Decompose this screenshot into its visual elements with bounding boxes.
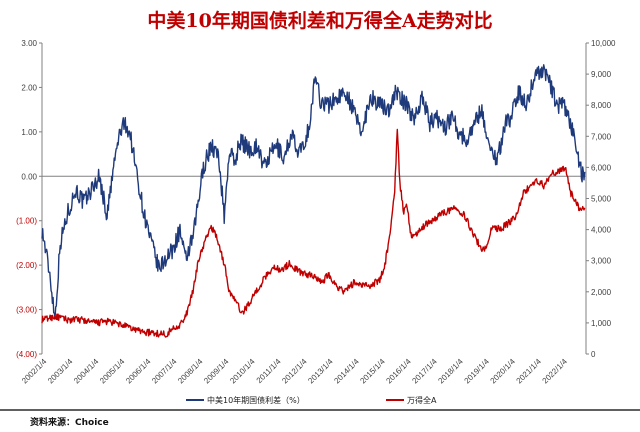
right-tick-label: 2,000 — [591, 288, 612, 297]
x-tick-label: 2009/1/4 — [202, 357, 231, 386]
x-tick-label: 2003/1/4 — [46, 357, 75, 386]
x-tick-label: 2007/1/4 — [150, 357, 179, 386]
right-tick-label: 10,000 — [591, 39, 616, 48]
x-tick-label: 2012/1/4 — [280, 357, 309, 386]
right-tick-label: 4,000 — [591, 226, 612, 235]
series-layer — [41, 64, 586, 338]
x-tick-label: 2017/1/4 — [410, 357, 439, 386]
right-tick-label: 5,000 — [591, 195, 612, 204]
x-tick-label: 2005/1/4 — [98, 357, 127, 386]
x-tick-label: 2004/1/4 — [72, 357, 101, 386]
left-tick-label: (2.00) — [16, 261, 37, 270]
x-tick-label: 2021/1/4 — [515, 357, 544, 386]
left-axis-ticks: 3.00 2.00 1.00 0.00 (1.00) (2.00) (3.00) (4.00) — [16, 39, 42, 359]
left-tick-label: 3.00 — [21, 39, 37, 48]
left-tick-label: 1.00 — [21, 128, 37, 137]
legend-label-spread: 中美10年期国债利差（%） — [207, 395, 305, 405]
source-note: 资料来源：Choice — [30, 416, 109, 428]
x-tick-label: 2018/1/4 — [436, 357, 465, 386]
x-tick-label: 2015/1/4 — [358, 357, 387, 386]
right-tick-label: 1,000 — [591, 319, 612, 328]
x-tick-label: 2006/1/4 — [124, 357, 153, 386]
x-tick-label: 2020/1/4 — [489, 357, 518, 386]
x-tick-label: 2019/1/4 — [463, 357, 492, 386]
right-axis-ticks: 10,000 9,000 8,000 7,000 6,000 5,000 4,000 3,00… — [586, 39, 616, 359]
right-tick-label: 6,000 — [591, 163, 612, 172]
right-tick-label: 0 — [591, 350, 596, 359]
x-tick-label: 2013/1/4 — [306, 357, 335, 386]
left-tick-label: (4.00) — [16, 350, 37, 359]
x-tick-label: 2011/1/4 — [255, 357, 283, 385]
x-axis-ticks: 2002/1/42003/1/42004/1/42005/1/42006/1/4… — [20, 357, 569, 386]
right-tick-label: 3,000 — [591, 257, 612, 266]
series-line-0 — [41, 64, 586, 320]
x-tick-label: 2014/1/4 — [332, 357, 361, 386]
left-tick-label: (3.00) — [16, 306, 37, 315]
left-tick-label: 0.00 — [21, 172, 37, 181]
x-tick-label: 2008/1/4 — [176, 357, 205, 386]
x-tick-label: 2016/1/4 — [384, 357, 413, 386]
x-tick-label: 2022/1/4 — [541, 357, 570, 386]
right-tick-label: 9,000 — [591, 70, 612, 79]
left-tick-label: 2.00 — [21, 83, 37, 92]
x-tick-label: 2010/1/4 — [228, 357, 257, 386]
x-tick-label: 2002/1/4 — [20, 357, 49, 386]
series-line-1 — [41, 128, 586, 338]
legend-label-wind: 万得全A — [407, 395, 437, 405]
right-tick-label: 7,000 — [591, 132, 612, 141]
chart-title: 中美10年期国债利差和万得全A走势对比 — [147, 9, 492, 32]
plot-area — [41, 43, 587, 354]
legend: 中美10年期国债利差（%） 万得全A — [186, 395, 437, 405]
left-tick-label: (1.00) — [16, 217, 37, 226]
right-tick-label: 8,000 — [591, 101, 612, 110]
